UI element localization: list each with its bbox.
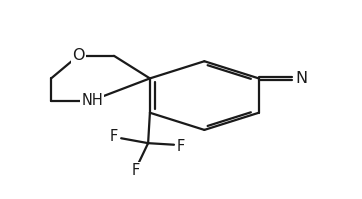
Text: N: N [296,71,308,86]
Text: F: F [177,139,185,154]
Text: F: F [131,163,140,178]
Text: F: F [110,129,118,144]
Text: NH: NH [81,94,103,108]
Text: O: O [72,48,84,63]
